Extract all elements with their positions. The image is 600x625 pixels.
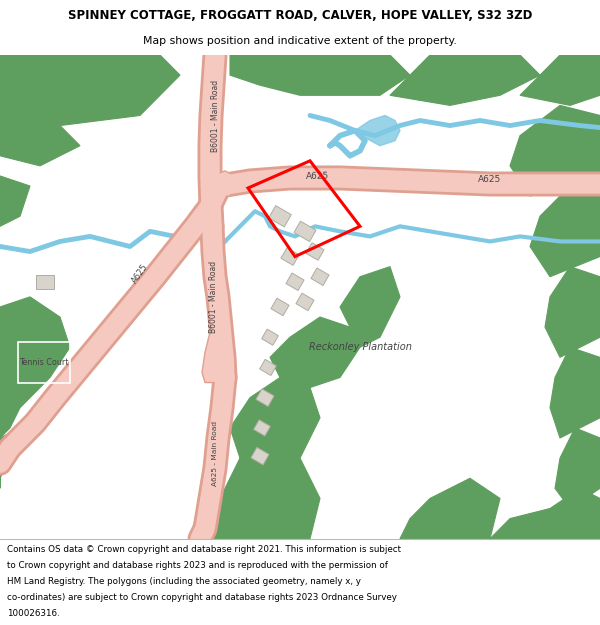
Polygon shape — [555, 428, 600, 509]
Polygon shape — [0, 55, 180, 126]
Text: A625: A625 — [306, 171, 330, 181]
Text: Tennis Court: Tennis Court — [19, 358, 68, 367]
Polygon shape — [340, 267, 400, 348]
Polygon shape — [230, 378, 320, 458]
Text: Map shows position and indicative extent of the property.: Map shows position and indicative extent… — [143, 36, 457, 46]
Polygon shape — [36, 275, 54, 289]
Text: co-ordinates) are subject to Crown copyright and database rights 2023 Ordnance S: co-ordinates) are subject to Crown copyr… — [7, 592, 397, 602]
Polygon shape — [230, 55, 410, 95]
Polygon shape — [296, 293, 314, 311]
Polygon shape — [545, 267, 600, 358]
Text: Contains OS data © Crown copyright and database right 2021. This information is : Contains OS data © Crown copyright and d… — [7, 545, 401, 554]
Polygon shape — [200, 438, 320, 539]
Polygon shape — [260, 359, 277, 376]
Text: 100026316.: 100026316. — [7, 609, 60, 618]
Text: to Crown copyright and database rights 2023 and is reproduced with the permissio: to Crown copyright and database rights 2… — [7, 561, 388, 570]
Polygon shape — [262, 329, 278, 345]
Polygon shape — [281, 248, 299, 266]
Polygon shape — [294, 221, 316, 242]
Polygon shape — [0, 176, 30, 226]
Polygon shape — [0, 428, 20, 488]
Polygon shape — [520, 55, 600, 106]
Text: B6001 - Main Road: B6001 - Main Road — [212, 79, 221, 151]
Polygon shape — [202, 327, 235, 382]
Polygon shape — [0, 95, 80, 166]
Polygon shape — [390, 55, 540, 106]
Text: HM Land Registry. The polygons (including the associated geometry, namely x, y: HM Land Registry. The polygons (includin… — [7, 577, 361, 586]
Polygon shape — [270, 317, 360, 388]
Polygon shape — [510, 106, 600, 196]
Polygon shape — [0, 297, 70, 438]
Polygon shape — [355, 116, 400, 146]
Polygon shape — [400, 478, 500, 539]
Polygon shape — [490, 488, 600, 539]
Polygon shape — [306, 242, 324, 260]
Polygon shape — [251, 448, 269, 465]
Polygon shape — [256, 389, 274, 406]
Text: A625: A625 — [130, 262, 150, 285]
Polygon shape — [311, 268, 329, 286]
Text: SPINNEY COTTAGE, FROGGATT ROAD, CALVER, HOPE VALLEY, S32 3ZD: SPINNEY COTTAGE, FROGGATT ROAD, CALVER, … — [68, 9, 532, 22]
Polygon shape — [286, 273, 304, 291]
Polygon shape — [530, 186, 600, 277]
Polygon shape — [254, 420, 271, 436]
Text: Reckonley Plantation: Reckonley Plantation — [308, 342, 412, 352]
Text: B6001 - Main Road: B6001 - Main Road — [209, 261, 218, 333]
Text: A625 - Main Road: A625 - Main Road — [212, 421, 218, 486]
Polygon shape — [550, 348, 600, 438]
Polygon shape — [271, 298, 289, 316]
Text: A625: A625 — [478, 176, 502, 184]
Polygon shape — [208, 171, 235, 196]
Polygon shape — [269, 206, 291, 227]
